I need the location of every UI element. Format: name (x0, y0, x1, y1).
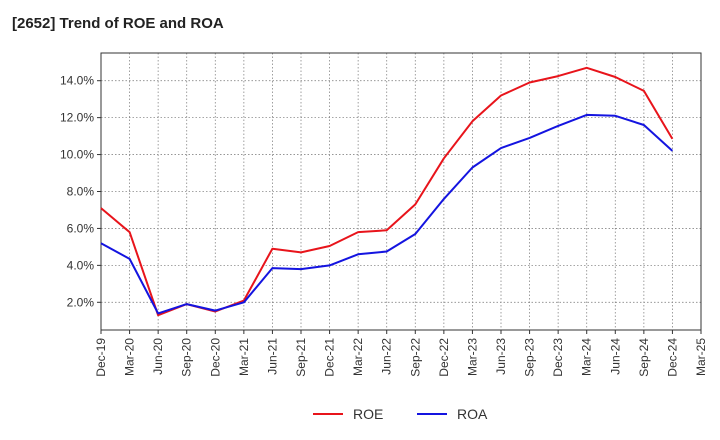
x-tick-label: Dec-22 (437, 338, 451, 377)
x-tick-label: Sep-20 (180, 338, 194, 377)
x-tick-label: Mar-23 (465, 338, 479, 376)
x-tick-label: Jun-24 (608, 338, 622, 375)
x-tick-label: Mar-22 (351, 338, 365, 376)
chart-title: [2652] Trend of ROE and ROA (12, 15, 224, 32)
legend-label-roe: ROE (353, 406, 383, 422)
x-tick-label: Dec-23 (551, 338, 565, 377)
x-tick-label: Dec-20 (208, 338, 222, 377)
x-tick-label: Sep-21 (294, 338, 308, 377)
x-tick-label: Jun-22 (380, 338, 394, 375)
x-tick-label: Sep-23 (523, 338, 537, 377)
y-tick-label: 8.0% (67, 185, 95, 199)
x-tick-label: Dec-21 (323, 338, 337, 377)
x-tick-label: Mar-25 (694, 338, 708, 376)
x-tick-label: Mar-21 (237, 338, 251, 376)
y-tick-label: 2.0% (67, 295, 95, 309)
x-tick-label: Jun-20 (151, 338, 165, 375)
y-tick-label: 6.0% (67, 221, 95, 235)
plot-frame (100, 52, 702, 331)
x-tick-label: Dec-24 (665, 338, 679, 377)
x-tick-label: Mar-24 (580, 338, 594, 376)
x-tick-label: Jun-23 (494, 338, 508, 375)
x-tick-label: Dec-19 (94, 338, 108, 377)
x-tick-label: Sep-22 (408, 338, 422, 377)
y-tick-label: 4.0% (67, 258, 95, 272)
y-tick-label: 12.0% (60, 111, 94, 125)
series-line-roa (100, 113, 674, 315)
x-tick-label: Sep-24 (637, 338, 651, 377)
legend-label-roa: ROA (457, 406, 488, 422)
x-tick-label: Jun-21 (265, 338, 279, 375)
y-tick-label: 14.0% (60, 74, 94, 88)
y-tick-label: 10.0% (60, 148, 94, 162)
x-tick-label: Mar-20 (123, 338, 137, 376)
